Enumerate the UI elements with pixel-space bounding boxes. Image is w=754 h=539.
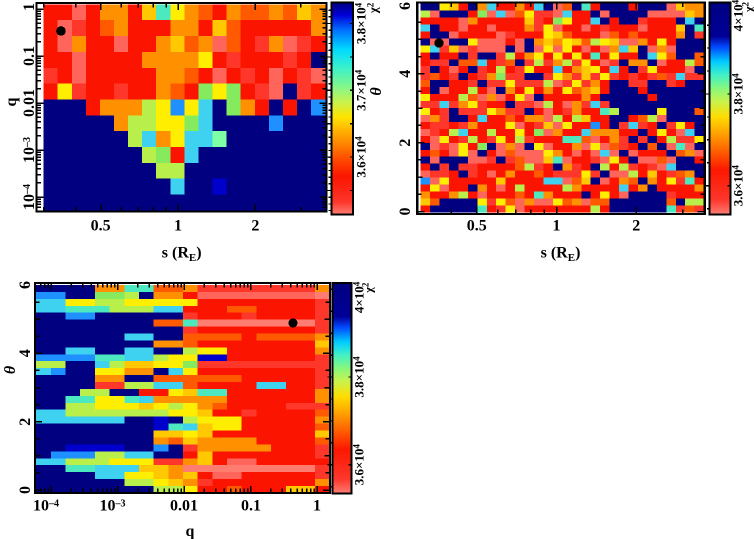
svg-text:χ2: χ2 xyxy=(741,1,754,13)
svg-text:q: q xyxy=(186,523,195,539)
svg-text:s (RE): s (RE) xyxy=(162,245,202,265)
svg-text:6: 6 xyxy=(17,281,34,289)
svg-text:0.01: 0.01 xyxy=(170,498,198,515)
svg-text:2: 2 xyxy=(632,218,640,235)
svg-text:2: 2 xyxy=(397,139,414,147)
svg-text:q: q xyxy=(3,97,20,106)
svg-text:6: 6 xyxy=(397,2,414,10)
svg-text:4: 4 xyxy=(397,70,414,78)
svg-text:3.6×104: 3.6×104 xyxy=(354,136,369,178)
svg-text:2: 2 xyxy=(17,418,34,426)
svg-text:4×104: 4×104 xyxy=(352,281,367,313)
svg-text:s (RE): s (RE) xyxy=(541,245,581,265)
svg-text:4: 4 xyxy=(17,349,34,357)
svg-text:0.1: 0.1 xyxy=(241,498,261,515)
svg-text:3.8×104: 3.8×104 xyxy=(354,2,369,44)
svg-text:3.8×104: 3.8×104 xyxy=(352,356,367,398)
svg-text:0.5: 0.5 xyxy=(91,218,111,235)
svg-text:1: 1 xyxy=(174,218,182,235)
svg-text:θ: θ xyxy=(2,365,19,374)
svg-text:0.5: 0.5 xyxy=(467,218,487,235)
svg-text:3.6×104: 3.6×104 xyxy=(731,165,746,207)
svg-text:4×104: 4×104 xyxy=(731,0,746,31)
svg-text:0: 0 xyxy=(397,208,414,216)
svg-text:3.8×104: 3.8×104 xyxy=(731,73,746,115)
svg-text:0.1: 0.1 xyxy=(21,46,38,66)
svg-text:2: 2 xyxy=(251,218,259,235)
svg-text:1: 1 xyxy=(21,3,38,11)
svg-text:0: 0 xyxy=(17,486,34,494)
svg-text:1: 1 xyxy=(553,218,561,235)
svg-text:3.7×104: 3.7×104 xyxy=(354,69,369,111)
svg-text:0.01: 0.01 xyxy=(21,89,38,117)
svg-text:χ2: χ2 xyxy=(361,282,376,294)
svg-text:3.6×104: 3.6×104 xyxy=(352,444,367,486)
svg-text:θ: θ xyxy=(368,87,385,96)
svg-text:1: 1 xyxy=(313,498,321,515)
